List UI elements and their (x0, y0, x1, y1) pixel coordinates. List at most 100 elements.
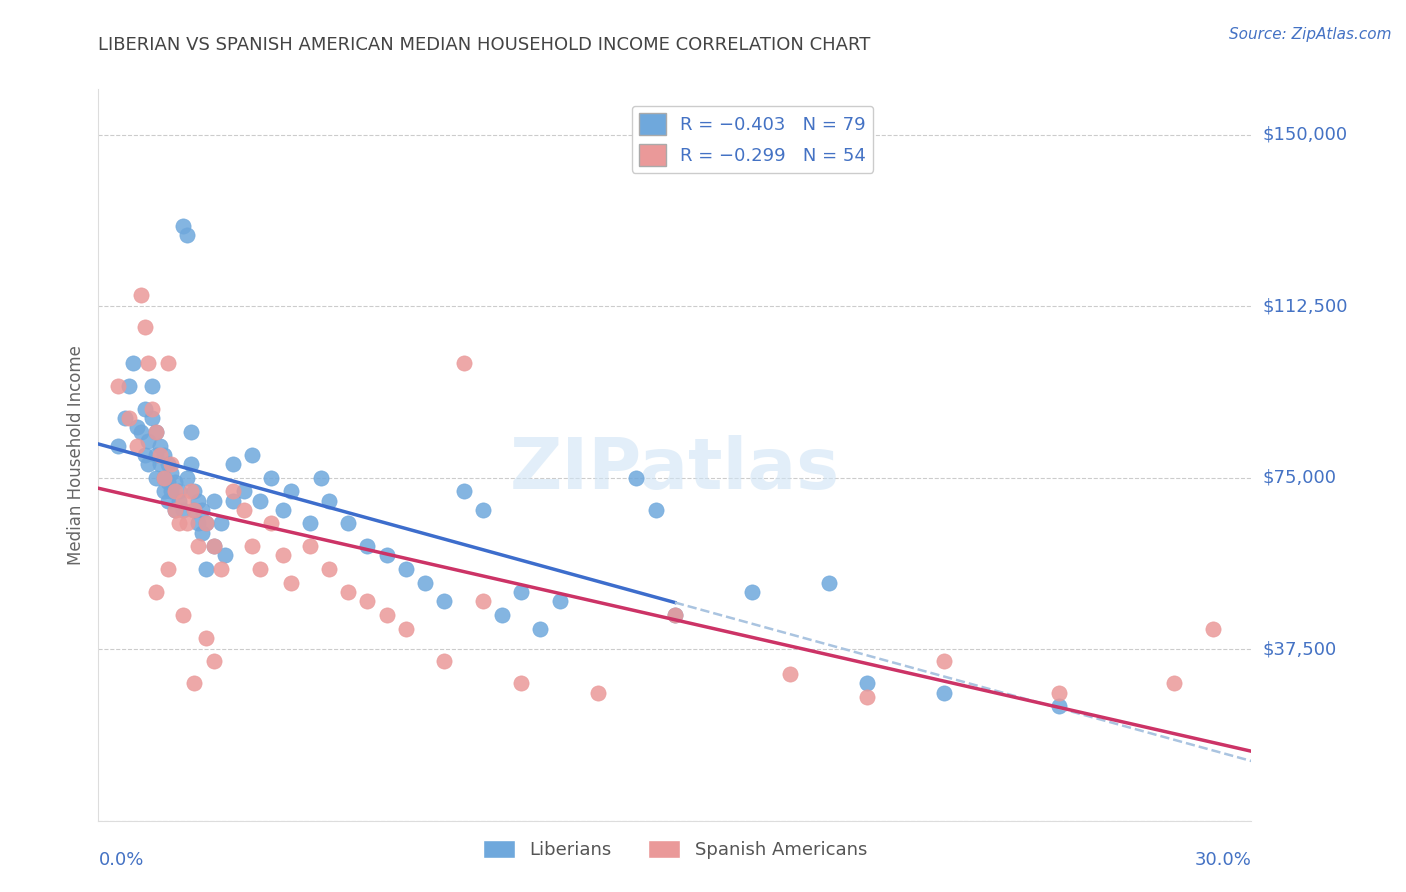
Point (195, 516, 218, 531)
Point (471, 502, 494, 516)
Point (195, 562, 218, 576)
Point (152, 484, 174, 499)
Point (167, 493, 190, 508)
Point (165, 502, 187, 516)
Point (856, 690, 879, 705)
Point (176, 228, 198, 243)
Point (664, 607, 686, 622)
Point (318, 562, 340, 576)
Point (187, 493, 209, 508)
Point (183, 676, 205, 690)
Point (433, 594, 456, 608)
Point (626, 471, 648, 485)
Text: Source: ZipAtlas.com: Source: ZipAtlas.com (1229, 27, 1392, 42)
Point (1047, 685, 1070, 699)
Legend: Liberians, Spanish Americans: Liberians, Spanish Americans (475, 832, 875, 866)
Point (202, 539, 225, 553)
Point (311, 471, 333, 485)
Point (138, 457, 160, 471)
Point (195, 631, 218, 645)
Point (375, 607, 398, 622)
Point (156, 562, 179, 576)
Point (318, 493, 340, 508)
Point (118, 379, 141, 393)
Text: $150,000: $150,000 (1263, 126, 1347, 144)
Text: $112,500: $112,500 (1263, 297, 1348, 316)
Point (118, 411, 141, 425)
Point (129, 288, 152, 302)
Text: 30.0%: 30.0% (1195, 851, 1251, 869)
Text: $75,000: $75,000 (1263, 469, 1337, 487)
Point (176, 471, 198, 485)
Point (165, 475, 187, 490)
Point (356, 539, 378, 553)
Point (149, 448, 172, 462)
Point (395, 562, 418, 576)
Point (529, 622, 551, 636)
Text: LIBERIAN VS SPANISH AMERICAN MEDIAN HOUSEHOLD INCOME CORRELATION CHART: LIBERIAN VS SPANISH AMERICAN MEDIAN HOUS… (98, 36, 870, 54)
Point (156, 493, 179, 508)
Point (779, 667, 801, 681)
Point (491, 607, 513, 622)
Point (141, 402, 163, 417)
Point (337, 585, 360, 599)
Point (471, 594, 494, 608)
Point (180, 457, 202, 471)
Point (433, 654, 456, 668)
Point (156, 475, 179, 490)
Point (233, 484, 256, 499)
Point (191, 525, 214, 540)
Point (413, 576, 436, 591)
Point (202, 493, 225, 508)
Point (187, 539, 209, 553)
Point (134, 320, 156, 334)
Point (298, 516, 321, 531)
Point (165, 502, 187, 516)
Point (202, 539, 225, 553)
Text: ZIPatlas: ZIPatlas (510, 435, 839, 504)
Point (141, 411, 163, 425)
Point (107, 439, 129, 453)
Point (160, 484, 183, 499)
Point (191, 502, 214, 516)
Point (222, 493, 245, 508)
Point (214, 549, 236, 563)
Point (280, 484, 302, 499)
Point (1202, 622, 1225, 636)
Point (510, 676, 533, 690)
Point (209, 516, 232, 531)
Point (183, 484, 205, 499)
Text: $37,500: $37,500 (1263, 640, 1337, 658)
Point (152, 471, 174, 485)
Point (548, 594, 571, 608)
Point (260, 471, 283, 485)
Point (510, 585, 533, 599)
Point (222, 484, 245, 499)
Point (145, 425, 167, 439)
Text: 0.0%: 0.0% (98, 851, 143, 869)
Point (172, 607, 194, 622)
Point (202, 654, 225, 668)
Point (187, 516, 209, 531)
Point (240, 539, 263, 553)
Point (932, 654, 955, 668)
Point (1163, 676, 1185, 690)
Point (145, 471, 167, 485)
Point (453, 484, 475, 499)
Point (107, 379, 129, 393)
Point (395, 622, 418, 636)
Point (195, 516, 218, 531)
Point (183, 502, 205, 516)
Point (172, 219, 194, 234)
Point (172, 502, 194, 516)
Point (741, 585, 763, 599)
Point (125, 439, 148, 453)
Y-axis label: Median Household Income: Median Household Income (66, 345, 84, 565)
Point (664, 607, 686, 622)
Point (280, 576, 302, 591)
Point (183, 502, 205, 516)
Point (149, 457, 172, 471)
Point (644, 502, 666, 516)
Point (453, 356, 475, 371)
Point (586, 685, 609, 699)
